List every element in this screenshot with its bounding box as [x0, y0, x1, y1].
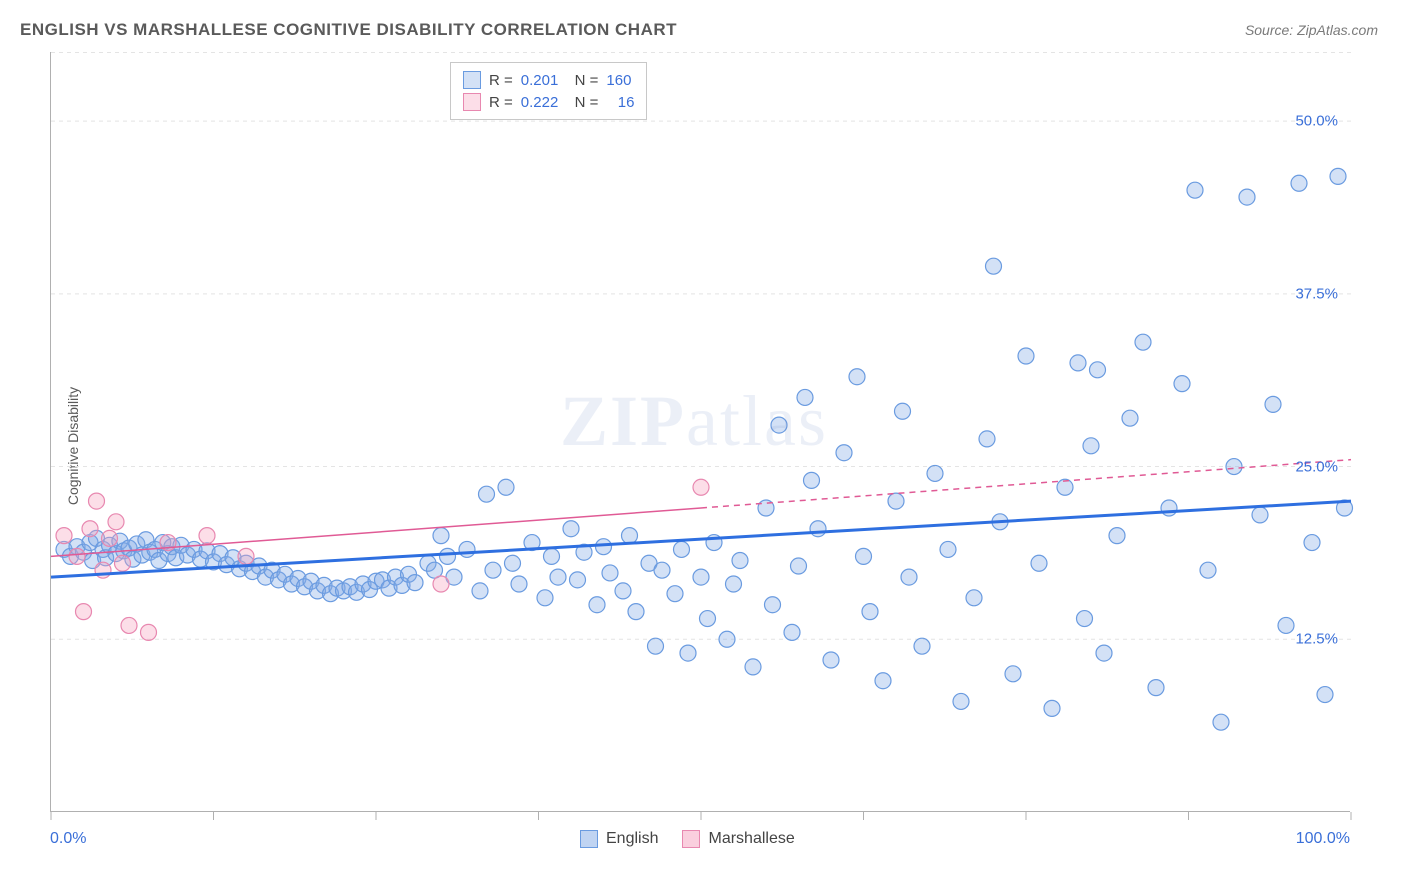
swatch-marshallese [463, 93, 481, 111]
source-label: Source: ZipAtlas.com [1245, 22, 1378, 38]
marshallese-r-value: 0.222 [521, 94, 559, 111]
legend-row-english: R = 0.201 N = 160 [463, 69, 634, 91]
x-axis-min-label: 0.0% [50, 830, 86, 848]
chart-title: ENGLISH VS MARSHALLESE COGNITIVE DISABIL… [20, 20, 677, 40]
legend-item-english: English [580, 830, 658, 848]
swatch-english [580, 830, 598, 848]
x-axis-max-label: 100.0% [1296, 830, 1350, 848]
series-legend: English Marshallese [580, 830, 795, 848]
swatch-marshallese [682, 830, 700, 848]
legend-n-label: N = [566, 94, 598, 111]
y-tick-label: 12.5% [1295, 631, 1338, 648]
legend-label: English [606, 830, 658, 848]
scatter-plot [50, 52, 1350, 812]
legend-row-marshallese: R = 0.222 N = 16 [463, 91, 634, 113]
marshallese-n-value: 16 [606, 94, 634, 111]
correlation-legend: R = 0.201 N = 160 R = 0.222 N = 16 [450, 62, 647, 120]
y-tick-label: 25.0% [1295, 458, 1338, 475]
swatch-english [463, 71, 481, 89]
legend-r-label: R = [489, 72, 513, 89]
legend-item-marshallese: Marshallese [682, 830, 794, 848]
y-tick-label: 37.5% [1295, 285, 1338, 302]
y-tick-label: 50.0% [1295, 113, 1338, 130]
legend-label: Marshallese [708, 830, 794, 848]
legend-n-label: N = [566, 72, 598, 89]
english-r-value: 0.201 [521, 72, 559, 89]
legend-r-label: R = [489, 94, 513, 111]
english-n-value: 160 [606, 72, 631, 89]
